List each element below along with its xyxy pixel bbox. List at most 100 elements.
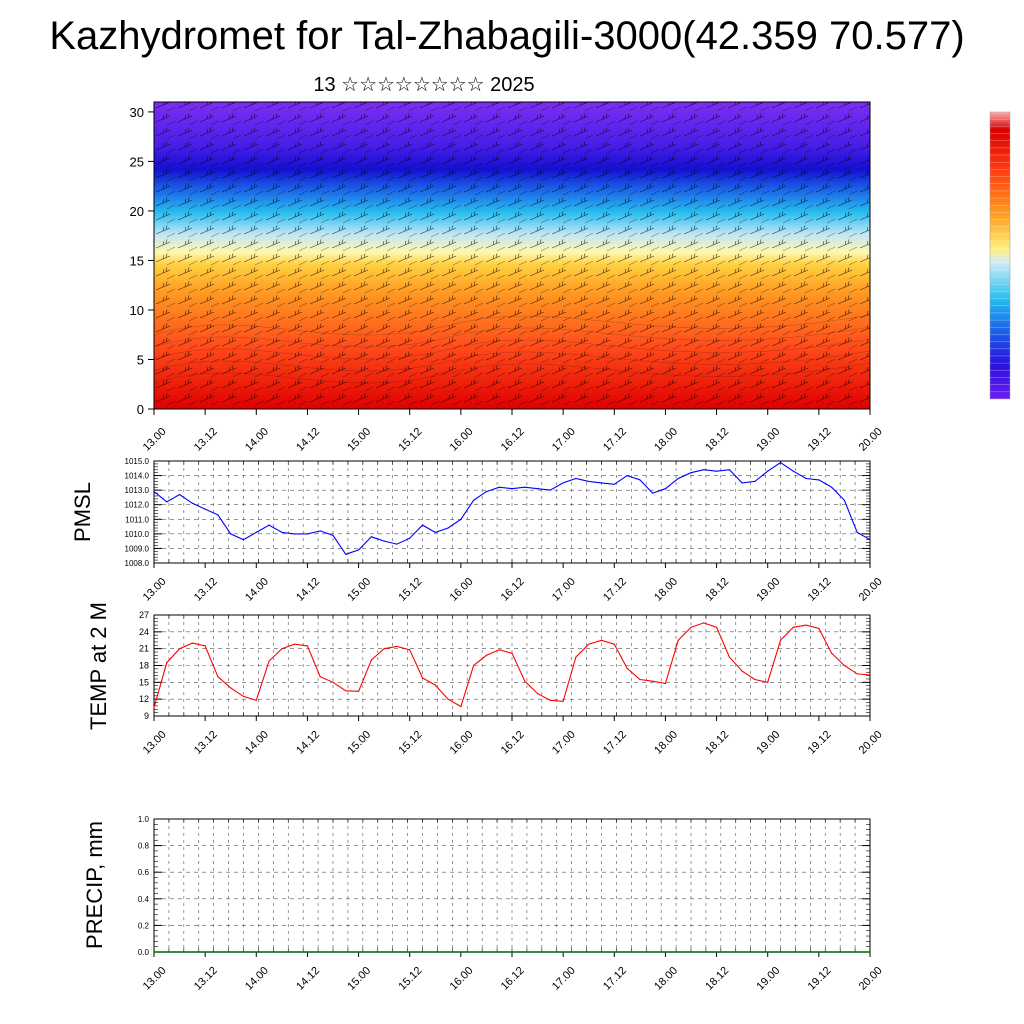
data-point — [805, 477, 807, 480]
data-point — [358, 549, 360, 551]
y-tick-label: 1009.0 — [125, 544, 150, 553]
x-tick-label: 18.00 — [652, 965, 680, 993]
x-tick-label: 16.12 — [499, 965, 527, 993]
data-point — [741, 670, 743, 672]
data-point — [255, 531, 257, 534]
data-point — [537, 488, 539, 490]
data-point — [767, 681, 769, 683]
y-tick-label: 0.4 — [138, 895, 150, 904]
data-point — [217, 514, 219, 516]
data-point — [792, 470, 794, 472]
chart-subtitle: 13 ☆☆☆☆☆☆☆☆ 2025 — [313, 74, 535, 96]
x-tick-label: 16.00 — [448, 965, 476, 993]
x-tick-label: 20.00 — [857, 729, 885, 757]
data-point — [179, 493, 181, 496]
x-tick-label: 13.12 — [192, 426, 220, 454]
data-point — [626, 667, 628, 669]
y-tick-label: 15 — [139, 677, 149, 687]
data-point — [805, 624, 807, 626]
data-point — [588, 480, 590, 482]
x-tick-label: 14.00 — [243, 426, 271, 454]
x-tick-label: 19.12 — [806, 965, 834, 993]
data-point — [345, 553, 347, 555]
x-tick-label: 15.12 — [396, 426, 424, 454]
data-point — [703, 469, 705, 471]
x-tick-label: 17.00 — [550, 576, 578, 604]
wind-streamline — [154, 314, 870, 336]
data-point — [230, 533, 232, 535]
data-point — [664, 488, 667, 490]
y-tick-label: 1010.0 — [125, 530, 150, 539]
x-tick-label: 20.00 — [857, 576, 885, 604]
x-tick-label: 20.00 — [857, 426, 885, 454]
data-point — [613, 483, 615, 485]
x-tick-label: 14.12 — [294, 576, 322, 604]
data-point — [153, 707, 155, 709]
y-tick-label: 0.2 — [138, 921, 150, 930]
data-point — [511, 652, 513, 654]
x-tick-label: 19.00 — [754, 965, 782, 993]
x-tick-label: 19.00 — [754, 426, 782, 454]
wind-streamline — [154, 338, 870, 360]
wind-barbs-overlay — [154, 102, 870, 409]
data-point — [447, 698, 449, 700]
x-tick-label: 17.00 — [550, 965, 578, 993]
y-tick-label: 21 — [139, 644, 149, 654]
data-point — [843, 499, 846, 501]
data-point — [677, 639, 679, 641]
data-point — [754, 678, 756, 681]
data-point — [498, 486, 500, 488]
x-tick-label: 16.00 — [448, 576, 476, 604]
x-tick-label: 19.00 — [754, 576, 782, 604]
x-tick-label: 19.12 — [806, 729, 834, 757]
data-point — [409, 649, 411, 651]
data-point — [153, 491, 155, 493]
data-point — [652, 492, 654, 494]
data-point — [294, 533, 296, 535]
data-point — [575, 656, 577, 658]
data-point — [562, 700, 564, 703]
data-point — [549, 489, 552, 491]
x-tick-label: 18.12 — [703, 576, 731, 604]
data-point — [728, 469, 731, 471]
data-point — [191, 502, 193, 504]
data-point — [166, 662, 168, 664]
y-tick-label: 5 — [137, 352, 144, 367]
data-point — [498, 649, 500, 651]
x-tick-label: 17.12 — [601, 576, 629, 604]
data-point — [281, 648, 283, 650]
data-point — [396, 645, 398, 648]
data-point — [600, 482, 603, 484]
data-point — [703, 622, 705, 624]
x-tick-label: 13.12 — [192, 965, 220, 993]
data-point — [639, 479, 641, 481]
data-point — [434, 684, 436, 686]
y-tick-label: 20 — [130, 204, 144, 219]
y-axis-label: PMSL — [70, 482, 95, 542]
x-tick-label: 18.12 — [703, 965, 731, 993]
wind-cross-section-chart: 0 5 10 15 20 25 30 13.00 13.12 14.00 14.12 15.00 15.… — [130, 101, 885, 454]
data-point — [396, 543, 398, 545]
temperature-chart: 9 12 15 18 21 24 27 13.00 13.12 14.00 14.12 15.00 15… — [86, 602, 885, 757]
x-tick-label: 19.12 — [806, 576, 834, 604]
data-point — [485, 654, 487, 657]
x-tick-label: 16.00 — [448, 426, 476, 454]
y-tick-label: 10 — [130, 303, 144, 318]
x-tick-label: 18.12 — [703, 426, 731, 454]
y-tick-label: 0 — [137, 402, 144, 417]
y-tick-label: 1012.0 — [125, 501, 150, 510]
data-point — [831, 652, 833, 654]
data-point — [524, 680, 526, 682]
x-tick-label: 16.12 — [499, 576, 527, 604]
data-point — [818, 479, 820, 481]
data-point — [370, 659, 372, 661]
x-tick-label: 15.00 — [345, 729, 373, 757]
data-point — [319, 530, 321, 532]
data-point — [255, 699, 257, 701]
x-tick-label: 13.00 — [141, 965, 169, 993]
y-tick-label: 15 — [130, 253, 144, 268]
precipitation-chart: 0.0 0.2 0.4 0.6 0.8 1.0 13.00 13.12 14.00 14.12 15… — [82, 815, 885, 993]
data-point — [306, 533, 308, 535]
x-tick-label: 15.12 — [396, 965, 424, 993]
data-point — [626, 475, 628, 477]
